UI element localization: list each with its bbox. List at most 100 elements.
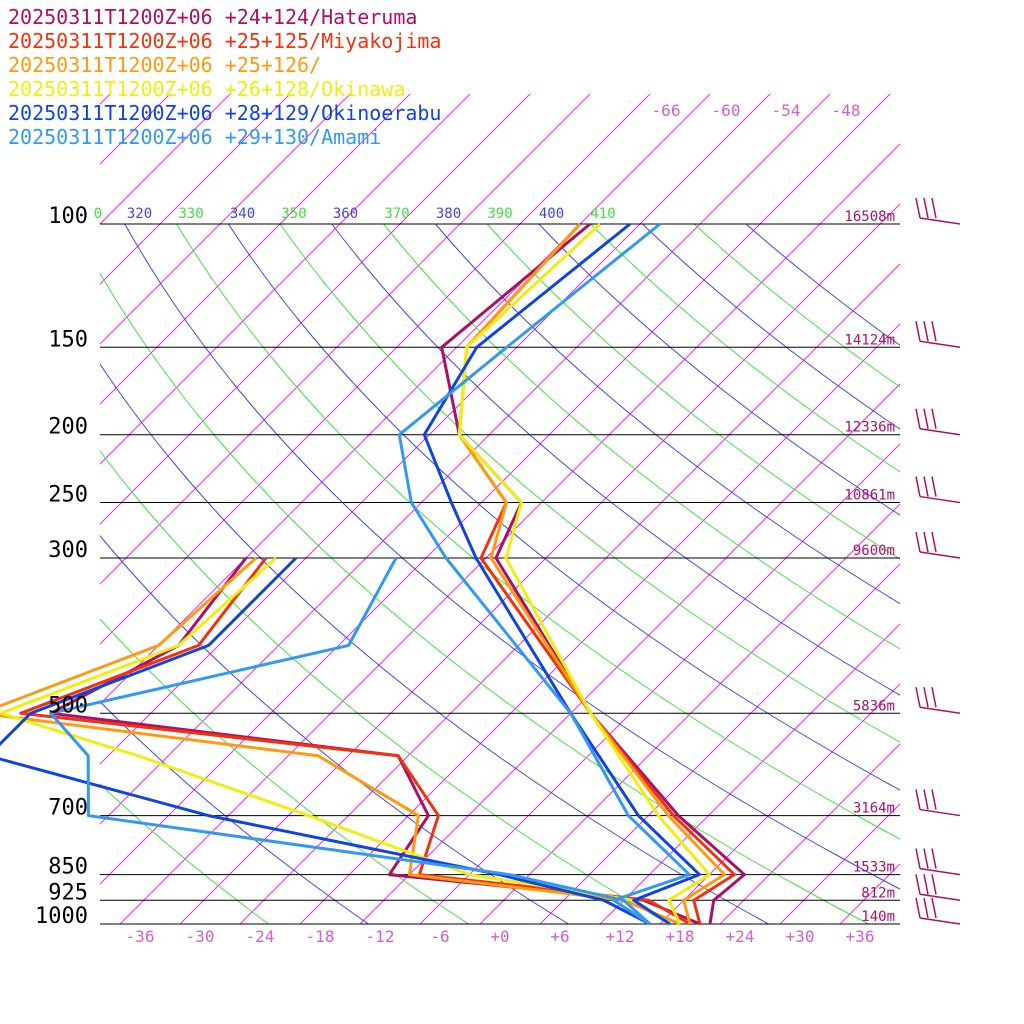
height-label: 12336m (844, 420, 895, 436)
theta-curve (100, 363, 769, 924)
isotherm-line (179, 203, 900, 924)
theta-curve (100, 450, 669, 924)
pressure-label: 200 (48, 415, 88, 440)
temperature-tick-label: -6 (430, 927, 449, 946)
pressure-label: 250 (48, 483, 88, 508)
theta-curve (642, 223, 900, 430)
wind-barbs (915, 197, 961, 925)
height-label: 16508m (844, 209, 895, 225)
theta-curve (176, 223, 900, 840)
theta-curve (590, 223, 900, 473)
pressure-label: 700 (48, 796, 88, 821)
theta-label: 400 (539, 206, 564, 222)
wind-barb-flag (915, 687, 921, 708)
isotherm-lines (100, 94, 900, 924)
theta-curve (124, 223, 900, 890)
height-label: 812m (861, 885, 895, 901)
wind-barb-flag (931, 897, 937, 919)
temperature-tick-label: +24 (726, 927, 755, 946)
isotherm-line (359, 383, 900, 924)
legend-entry: 20250311T1200Z+06 +24+124/Hateruma (8, 5, 417, 29)
theta-curve (538, 223, 900, 516)
height-label: 3164m (853, 801, 895, 817)
pressure-label: 1000 (35, 904, 88, 929)
isotherm-line (100, 94, 651, 645)
pressure-label: 150 (48, 327, 88, 352)
wind-barb-flag (923, 197, 929, 219)
isotherm-line (539, 563, 900, 924)
wind-barb-staff (919, 808, 961, 817)
legend-entry: 20250311T1200Z+06 +25+126/ (8, 53, 321, 77)
legend-entry: 20250311T1200Z+06 +29+130/Amami (8, 125, 381, 149)
theta-label: 390 (487, 206, 512, 222)
wind-barb-flag (931, 848, 937, 869)
isotherm-line (100, 94, 831, 825)
temperature-tick-label: -24 (246, 927, 275, 946)
temperature-tick-label: +12 (606, 927, 635, 946)
sounding-profiles (0, 222, 746, 926)
legend-entry: 20250311T1200Z+06 +28+129/Okinoerabu (8, 101, 441, 125)
theta-curve (435, 223, 900, 605)
theta-curve (331, 223, 900, 696)
pressure-label: 100 (48, 204, 88, 229)
wind-barb-flag (915, 897, 921, 919)
wind-barb-flag (923, 531, 929, 553)
wind-barb-flag (923, 408, 929, 429)
wind-barb-staff (919, 706, 961, 715)
temperature-tick-label: -18 (306, 927, 335, 946)
height-label: 9600m (853, 543, 895, 559)
theta-curve (100, 534, 569, 924)
isotherm-line (100, 94, 291, 285)
theta-curve (383, 223, 900, 650)
temperature-tick-label: +6 (550, 927, 569, 946)
legend: 20250311T1200Z+06 +24+124/Hateruma202503… (8, 5, 441, 149)
wind-barb-flag (915, 197, 921, 219)
wind-barb-flag (931, 197, 937, 219)
wind-barb-flag (931, 874, 937, 895)
isotherm-line (100, 94, 591, 585)
wind-barb-flag (915, 408, 921, 429)
isotherm-line (100, 94, 891, 885)
height-label: 1533m (853, 860, 895, 876)
temperature-tick-label: +30 (786, 927, 815, 946)
isotherm-label: -48 (832, 101, 861, 120)
temperature-tick-label: +36 (846, 927, 875, 946)
temperature-profile (397, 222, 691, 926)
pressure-lines (100, 223, 900, 925)
theta-label: 320 (127, 206, 152, 222)
wind-barb-flag (923, 687, 929, 708)
temperature-profile (422, 222, 701, 926)
wind-barb-staff (919, 867, 961, 876)
isotherm-line (100, 94, 471, 465)
isotherm-line (659, 683, 900, 924)
theta-label: 410 (590, 206, 615, 222)
theta-curve (693, 223, 900, 388)
theta-label: 350 (281, 206, 306, 222)
temperature-tick-label: -12 (366, 927, 395, 946)
theta-curve (100, 783, 269, 924)
isotherm-line (299, 323, 900, 924)
height-label: 14124m (844, 332, 895, 348)
dewpoint-profile (0, 556, 671, 926)
theta-curve (100, 700, 369, 924)
theta-curve (100, 618, 469, 924)
dewpoint-profile (0, 556, 651, 926)
wind-barb-flag (931, 408, 937, 429)
pressure-label: 500 (48, 693, 88, 718)
wind-barb-staff (919, 495, 961, 504)
temperature-profile (457, 222, 711, 925)
wind-barb-flag (923, 321, 929, 342)
theta-curve (279, 223, 900, 743)
pressure-label: 925 (48, 880, 88, 905)
isotherm-line (119, 143, 900, 924)
isotherm-line (239, 263, 900, 924)
wind-barb-flag (931, 531, 937, 553)
isotherm-label: -54 (772, 101, 801, 120)
wind-barb-staff (919, 217, 961, 225)
height-label: 5836m (853, 698, 895, 714)
wind-barb-flag (923, 476, 929, 497)
temperature-tick-label: +0 (490, 927, 509, 946)
legend-entry: 20250311T1200Z+06 +25+125/Miyakojima (8, 29, 441, 53)
wind-barb-flag (923, 874, 929, 895)
